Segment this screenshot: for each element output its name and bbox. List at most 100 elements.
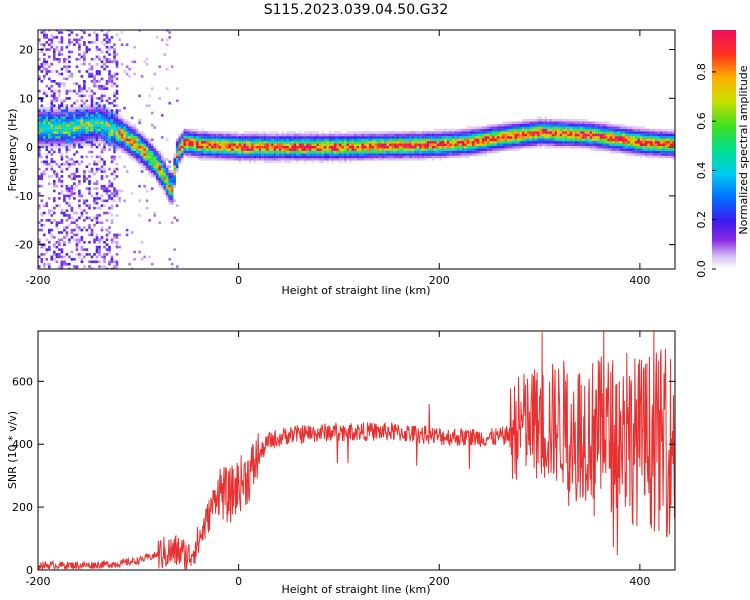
spectrogram-cell xyxy=(125,138,129,142)
spectrogram-cell xyxy=(68,97,71,100)
spectrogram-cell xyxy=(369,133,372,137)
spectrogram-cell xyxy=(411,131,415,134)
spectrogram-cell xyxy=(444,148,447,151)
spectrogram-cell xyxy=(103,94,106,98)
spectrogram-cell xyxy=(88,223,91,227)
spectrogram-cell xyxy=(424,145,427,149)
spectrogram-cell xyxy=(160,184,164,188)
spectrogram-cell xyxy=(491,148,495,151)
spectrogram-cell xyxy=(133,258,136,261)
spectrogram-cell xyxy=(313,145,317,149)
spectrogram-cell xyxy=(629,138,633,142)
spectrogram-cell xyxy=(120,31,124,34)
spectrogram-cell xyxy=(43,119,46,122)
spectrogram-cell xyxy=(577,126,580,129)
spectrogram-cell xyxy=(58,180,61,183)
spectrogram-cell xyxy=(108,30,111,32)
spectrogram-cell xyxy=(313,150,317,154)
spectrogram-cell xyxy=(313,153,317,156)
spectrogram-cell xyxy=(50,33,54,37)
spectrogram-cell xyxy=(644,133,648,137)
spectrogram-cell xyxy=(93,106,96,110)
spectrogram-cell xyxy=(140,155,144,159)
spectrogram-cell xyxy=(58,60,61,64)
spectrogram-cell xyxy=(108,70,111,73)
spectrogram-cell xyxy=(303,145,307,149)
spectrogram-cell xyxy=(113,241,116,244)
spectrogram-cell xyxy=(404,150,407,154)
spectrogram-cell xyxy=(93,187,96,190)
spectrogram-cell xyxy=(115,167,119,171)
spectrogram-cell xyxy=(414,138,417,142)
spectrogram-cell xyxy=(63,82,66,85)
spectrogram-cells xyxy=(38,30,675,269)
spectrogram-cell xyxy=(657,128,660,132)
spectrogram-cell xyxy=(236,153,239,156)
spectrogram-cell xyxy=(50,80,54,83)
spectrogram-cell xyxy=(198,133,202,137)
spectrogram-cell xyxy=(594,138,598,142)
spectrogram-cell xyxy=(80,94,84,98)
spectrogram-cell xyxy=(549,121,553,125)
spectrogram-cell xyxy=(639,141,643,144)
spectrogram-cell xyxy=(68,131,71,134)
spectrogram-cell xyxy=(667,155,671,159)
spectrogram-cell xyxy=(108,231,111,234)
spectrogram-cell xyxy=(140,170,144,173)
spectrogram-cell xyxy=(396,138,400,142)
spectrogram-cell xyxy=(261,153,264,156)
spectrogram-cell xyxy=(517,123,520,127)
spectrogram-cell xyxy=(60,114,64,117)
spectrogram-cell xyxy=(336,148,339,151)
spectrogram-cell xyxy=(50,43,54,46)
spectrogram-cell xyxy=(110,241,114,244)
spectrogram-cell xyxy=(153,175,156,178)
spectrogram-cell xyxy=(238,143,242,146)
spectrogram-cell xyxy=(276,131,279,134)
spectrogram-cell xyxy=(43,111,46,115)
spectrogram-cell xyxy=(529,123,533,127)
spectrogram-cell xyxy=(394,155,397,159)
spectrogram-cell xyxy=(436,133,440,137)
spectrogram-cell xyxy=(426,153,430,156)
spectrogram-cell xyxy=(268,153,272,156)
spectrogram-cell xyxy=(496,131,500,134)
spectrogram-cell xyxy=(140,158,144,161)
spectrogram-cell xyxy=(113,155,116,159)
spectrogram-cell xyxy=(389,141,392,144)
spectrogram-cell xyxy=(60,158,64,161)
spectrogram-cell xyxy=(494,128,497,132)
spectrogram-cell xyxy=(68,116,71,120)
spectrogram-cell xyxy=(617,131,620,134)
spectrogram-cell xyxy=(78,84,81,88)
spectrogram-cell xyxy=(143,155,146,159)
spectrogram-cell xyxy=(341,150,345,154)
spectrogram-cell xyxy=(93,131,96,134)
spectrogram-cell xyxy=(85,109,89,112)
spectrogram-cell xyxy=(98,167,101,171)
spectrogram-cell xyxy=(83,50,86,54)
spectrogram-cell xyxy=(173,216,176,220)
spectrogram-cell xyxy=(80,214,84,217)
spectrogram-cell xyxy=(80,116,84,120)
spectrogram-cell xyxy=(193,131,197,134)
spectrogram-cell xyxy=(261,155,264,159)
spectrogram-cell xyxy=(98,48,101,51)
spectrogram-cell xyxy=(115,267,119,269)
spectrogram-cell xyxy=(40,123,44,127)
spectrogram-cell xyxy=(103,33,106,37)
spectrogram-cell xyxy=(45,138,49,142)
spectrogram-cell xyxy=(336,155,339,159)
spectrogram-cell xyxy=(83,177,86,181)
spectrogram-cell xyxy=(73,119,76,122)
spectrogram-cell xyxy=(665,141,668,144)
spectrogram-cell xyxy=(306,158,309,161)
spectrogram-cell xyxy=(120,136,124,139)
spectrogram-cell xyxy=(331,153,334,156)
spectrogram-cell xyxy=(286,150,289,154)
spectrogram-cell xyxy=(431,148,435,151)
spectrogram-cell xyxy=(246,155,249,159)
spectrogram-cell xyxy=(562,128,565,132)
spectrogram-cell xyxy=(83,106,86,110)
spectrogram-cell xyxy=(670,141,673,144)
